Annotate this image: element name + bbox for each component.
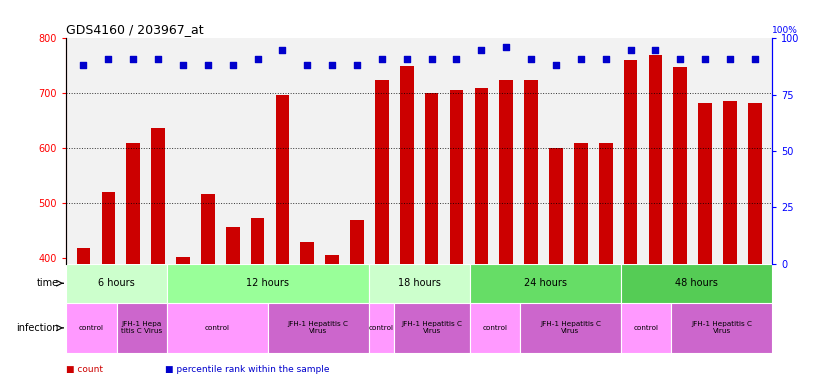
Text: JFH-1 Hepatitis C
Virus: JFH-1 Hepatitis C Virus [691, 321, 752, 334]
Bar [425, 93, 439, 264]
Point [500, 44, 513, 50]
Point [674, 56, 687, 62]
Bar [350, 220, 364, 264]
Text: ■ percentile rank within the sample: ■ percentile rank within the sample [165, 366, 330, 374]
Bar [621, 264, 772, 303]
Point [176, 62, 189, 68]
Point [202, 62, 215, 68]
Point [151, 56, 164, 62]
Text: 100%: 100% [772, 26, 798, 35]
Point [724, 56, 737, 62]
Bar [698, 103, 712, 264]
Text: ■ count: ■ count [66, 366, 103, 374]
Point [226, 62, 240, 68]
Text: 18 hours: 18 hours [398, 278, 440, 288]
Point [475, 46, 488, 53]
Point [699, 56, 712, 62]
Bar [167, 303, 268, 353]
Point [77, 62, 90, 68]
Bar [673, 67, 687, 264]
Bar [621, 303, 672, 353]
Bar [116, 303, 167, 353]
Bar [167, 264, 368, 303]
Point [276, 46, 289, 53]
Bar [400, 66, 414, 264]
Bar [449, 89, 463, 264]
Point [301, 62, 314, 68]
Bar [66, 264, 167, 303]
Text: 48 hours: 48 hours [675, 278, 718, 288]
Text: JFH-1 Hepatitis C
Virus: JFH-1 Hepatitis C Virus [401, 321, 463, 334]
Text: JFH-1 Hepatitis C
Virus: JFH-1 Hepatitis C Virus [540, 321, 601, 334]
Bar [624, 60, 638, 264]
Point [400, 56, 413, 62]
Bar [474, 88, 488, 264]
Point [574, 56, 587, 62]
Text: infection: infection [17, 323, 59, 333]
Text: control: control [482, 325, 507, 331]
Bar [520, 303, 621, 353]
Bar [724, 101, 737, 264]
Bar [500, 79, 513, 264]
Bar [525, 79, 538, 264]
Point [599, 56, 612, 62]
Point [450, 56, 463, 62]
Bar [268, 303, 368, 353]
Point [649, 46, 662, 53]
Bar [126, 143, 140, 264]
Bar [276, 95, 289, 264]
Text: time: time [37, 278, 59, 288]
Bar [225, 227, 240, 264]
Point [624, 46, 637, 53]
Bar [368, 303, 394, 353]
Bar [201, 194, 215, 264]
Text: 6 hours: 6 hours [98, 278, 135, 288]
Bar [251, 218, 264, 264]
Bar [151, 128, 165, 264]
Point [126, 56, 140, 62]
Point [325, 62, 339, 68]
Text: GDS4160 / 203967_at: GDS4160 / 203967_at [66, 23, 204, 36]
Bar [368, 264, 470, 303]
Bar [102, 192, 115, 264]
Text: control: control [634, 325, 658, 331]
Bar [375, 79, 389, 264]
Bar [748, 103, 762, 264]
Point [525, 56, 538, 62]
Bar [672, 303, 772, 353]
Point [251, 56, 264, 62]
Text: control: control [205, 325, 230, 331]
Point [549, 62, 563, 68]
Bar [66, 303, 116, 353]
Point [102, 56, 115, 62]
Bar [325, 255, 339, 264]
Text: 24 hours: 24 hours [524, 278, 567, 288]
Bar [470, 264, 621, 303]
Bar [176, 257, 190, 264]
Bar [648, 55, 662, 264]
Point [748, 56, 762, 62]
Point [425, 56, 439, 62]
Text: 12 hours: 12 hours [246, 278, 289, 288]
Point [350, 62, 363, 68]
Text: JFH-1 Hepa
titis C Virus: JFH-1 Hepa titis C Virus [121, 321, 163, 334]
Text: JFH-1 Hepatitis C
Virus: JFH-1 Hepatitis C Virus [287, 321, 349, 334]
Text: control: control [369, 325, 394, 331]
Bar [77, 248, 90, 264]
Bar [301, 242, 314, 264]
Bar [470, 303, 520, 353]
Bar [574, 143, 587, 264]
Point [375, 56, 388, 62]
Text: control: control [78, 325, 104, 331]
Bar [599, 143, 613, 264]
Bar [394, 303, 470, 353]
Bar [549, 148, 563, 264]
